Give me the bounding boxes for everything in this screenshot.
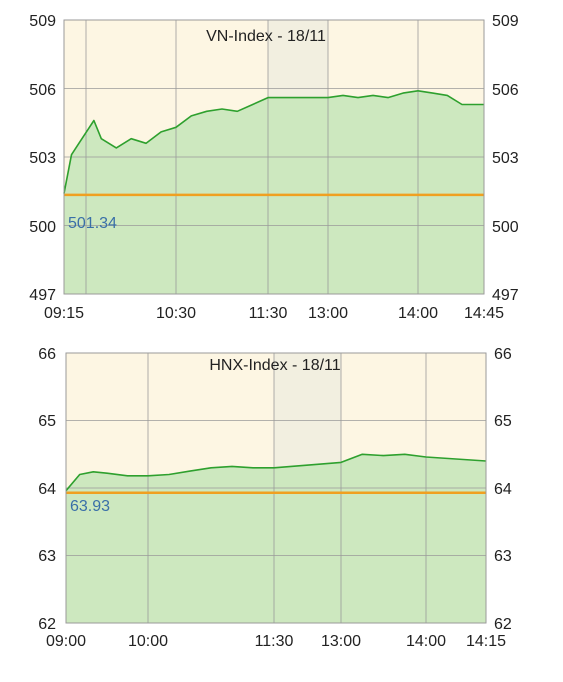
vn-y-tick-497: 497 [29,287,56,304]
vn-x-tick-1400: 14:00 [398,305,438,322]
hnx-y-tick-62: 62 [38,616,56,633]
hnx-y-axis-right: 66 65 64 63 62 [494,346,512,633]
hnx-y-tick-right-63: 63 [494,548,512,565]
hnx-plot-border [65,352,487,624]
hnx-gridlines [66,353,486,623]
vn-x-tick-1130: 11:30 [249,305,288,322]
hnx-y-tick-64: 64 [38,481,56,498]
vn-y-tick-right-506: 506 [492,82,519,99]
vn-plot-border [63,19,485,295]
vn-x-tick-1030: 10:30 [156,305,196,322]
hnx-index-chart: HNX-Index - 18/11 63.93 66 65 64 63 62 6… [38,346,512,650]
hnx-x-tick-1415: 14:15 [466,633,506,650]
hnx-area-fill [66,454,486,623]
vn-index-chart: VN-Index - 18/11 501.34 509 506 503 500 … [29,13,519,322]
hnx-x-tick-1300: 13:00 [321,633,361,650]
hnx-y-tick-63: 63 [38,548,56,565]
vn-y-tick-509: 509 [29,13,56,30]
vn-y-tick-right-503: 503 [492,150,519,167]
hnx-y-axis-left: 66 65 64 63 62 [38,346,56,633]
vn-y-axis-left: 509 506 503 500 497 [29,13,56,304]
vn-chart-title: VN-Index - 18/11 [206,28,326,45]
vn-x-axis: 09:15 10:30 11:30 13:00 14:00 14:45 [44,305,504,322]
vn-gridlines [64,20,484,294]
hnx-chart-title: HNX-Index - 18/11 [209,357,340,374]
vn-reference-label: 501.34 [68,215,117,232]
vn-y-tick-right-509: 509 [492,13,519,30]
vn-x-tick-1445: 14:45 [464,305,504,322]
hnx-x-tick-1400: 14:00 [406,633,446,650]
vn-area-fill [64,90,484,294]
vn-index-line [63,90,484,194]
hnx-y-tick-right-65: 65 [494,413,512,430]
hnx-y-tick-right-66: 66 [494,346,512,363]
hnx-x-tick-1130: 11:30 [255,633,294,650]
vn-y-tick-500: 500 [29,219,56,236]
hnx-y-tick-right-62: 62 [494,616,512,633]
vn-x-tick-0915: 09:15 [44,305,84,322]
hnx-y-tick-65: 65 [38,413,56,430]
vn-y-tick-506: 506 [29,82,56,99]
hnx-y-tick-66: 66 [38,346,56,363]
hnx-reference-label: 63.93 [70,498,110,515]
hnx-x-tick-0900: 09:00 [46,633,86,650]
vn-y-tick-right-497: 497 [492,287,519,304]
hnx-index-line [65,453,487,492]
vn-y-tick-503: 503 [29,150,56,167]
vn-y-tick-right-500: 500 [492,219,519,236]
hnx-y-tick-right-64: 64 [494,481,512,498]
hnx-x-axis: 09:00 10:00 11:30 13:00 14:00 14:15 [46,633,506,650]
vn-y-axis-right: 509 506 503 500 497 [492,13,519,304]
vn-x-tick-1300: 13:00 [308,305,348,322]
hnx-x-tick-1000: 10:00 [128,633,168,650]
